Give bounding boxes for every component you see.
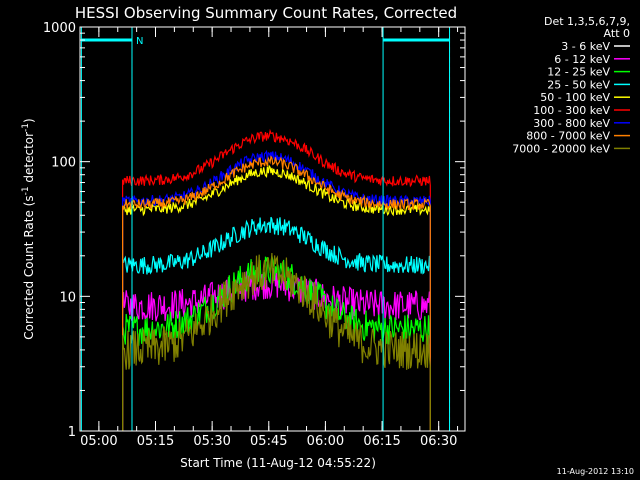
legend-header-line: Att 0 — [604, 27, 630, 40]
y-label-part: detector — [22, 132, 36, 187]
legend-label: 100 - 300 keV — [533, 104, 610, 117]
legend-label: 3 - 6 keV — [561, 40, 610, 53]
y-label-exponent: -1 — [21, 123, 31, 132]
x-tick-label: 05:15 — [137, 434, 174, 449]
chart-title: HESSI Observing Summary Count Rates, Cor… — [75, 4, 457, 22]
legend-label: 6 - 12 keV — [554, 53, 610, 66]
y-label-part: Corrected Count Rate (s — [22, 195, 36, 339]
series-line — [122, 216, 431, 431]
legend-header-line: Det 1,3,5,6,7,9, — [544, 15, 630, 28]
x-tick-label: 05:00 — [80, 434, 117, 449]
series-layer — [122, 128, 431, 431]
y-axis-label: Corrected Count Rate (s-1 detector-1) — [21, 118, 36, 339]
x-tick-label: 05:30 — [193, 434, 230, 449]
x-tick-label: 06:30 — [420, 434, 457, 449]
series-line — [122, 128, 431, 431]
x-axis-label: Start Time (11-Aug-12 04:55:22) — [180, 456, 376, 470]
series-line — [122, 155, 431, 431]
plot-frame — [79, 26, 466, 432]
legend-label: 7000 - 20000 keV — [512, 142, 610, 155]
legend-label: 300 - 800 keV — [533, 117, 610, 130]
legend-label: 50 - 100 keV — [540, 91, 610, 104]
plot-area — [80, 27, 451, 431]
y-tick-label: 100 — [51, 156, 76, 171]
y-tick-label: 1000 — [43, 21, 76, 36]
y-label-exponent: -1 — [21, 186, 31, 195]
x-tick-label: 06:15 — [363, 434, 400, 449]
saa-label: N — [136, 36, 143, 47]
x-axis: 05:00 05:15 05:30 05:45 06:00 06:15 06:30 — [79, 27, 459, 449]
timestamp-footer: 11-Aug-2012 13:10 — [557, 467, 634, 476]
y-tick-label: 1 — [68, 425, 76, 440]
series-line — [122, 252, 431, 431]
y-tick-label: 10 — [59, 290, 76, 305]
x-tick-label: 05:45 — [250, 434, 287, 449]
x-tick-label: 06:00 — [307, 434, 344, 449]
series-line — [122, 164, 431, 431]
y-label-part: ) — [22, 118, 36, 123]
flags-layer — [80, 27, 451, 431]
legend-label: 12 - 25 keV — [547, 66, 610, 79]
y-axis: 1 10 100 1000 — [43, 21, 465, 440]
legend-label: 800 - 7000 keV — [526, 130, 610, 143]
legend-label: 25 - 50 keV — [547, 78, 610, 91]
